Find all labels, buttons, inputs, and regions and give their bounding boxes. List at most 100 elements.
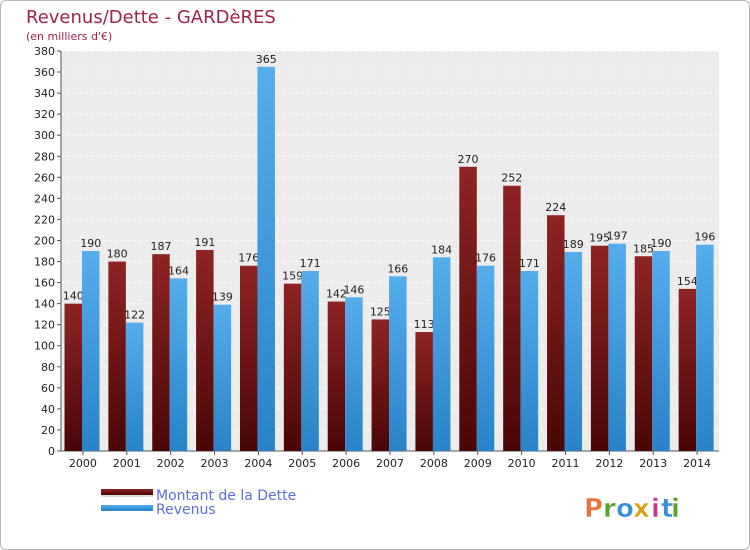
y-tick-label: 160 <box>34 277 55 290</box>
y-tick-label: 60 <box>41 382 55 395</box>
x-tick-label: 2004 <box>244 457 272 470</box>
bar-dette <box>459 166 477 451</box>
logo-letter: i <box>651 494 660 524</box>
data-label: 113 <box>414 318 435 331</box>
data-label: 195 <box>589 232 610 245</box>
bar-dette <box>196 249 214 451</box>
y-tick-label: 20 <box>41 424 55 437</box>
data-label: 171 <box>300 257 321 270</box>
y-tick-label: 200 <box>34 234 55 247</box>
bar-dette <box>678 288 697 451</box>
y-tick-label: 320 <box>34 108 55 121</box>
x-tick-label: 2000 <box>69 457 97 470</box>
data-label: 197 <box>607 230 628 243</box>
data-label: 176 <box>238 252 259 265</box>
bar-dette <box>327 301 346 451</box>
data-label: 190 <box>651 237 672 250</box>
data-label: 187 <box>150 240 171 253</box>
y-tick-label: 340 <box>34 87 55 100</box>
y-tick-label: 300 <box>34 129 55 142</box>
data-label: 196 <box>694 231 715 244</box>
plot-area: 0 20 40 60 80 100 120 140 160 180 200 220 240 260 280 3… <box>34 45 719 470</box>
bar-dette <box>152 254 170 451</box>
x-tick-label: 2005 <box>288 457 316 470</box>
data-label: 122 <box>124 309 145 322</box>
data-label: 171 <box>519 257 540 270</box>
bar-dette <box>108 261 126 451</box>
bar-revenus <box>213 304 232 451</box>
bar-dette <box>415 332 433 451</box>
bar-revenus <box>257 66 275 451</box>
bar-revenus <box>652 251 670 451</box>
data-label: 164 <box>168 264 189 277</box>
data-label: 224 <box>545 201 566 214</box>
data-label: 159 <box>282 270 303 283</box>
bar-dette <box>64 303 82 451</box>
bar-dette <box>634 256 653 451</box>
data-label: 185 <box>633 242 654 255</box>
bar-revenus <box>520 271 539 451</box>
y-tick-label: 260 <box>34 171 55 184</box>
data-label: 189 <box>563 238 584 251</box>
bar-dette <box>547 215 565 451</box>
data-label: 191 <box>194 236 215 249</box>
bar-dette <box>239 265 258 451</box>
chart-title: Revenus/Dette - GARDèRES <box>26 7 276 28</box>
logo-letter: t <box>661 494 673 524</box>
y-tick-label: 360 <box>34 66 55 79</box>
bar-revenus <box>345 297 363 451</box>
bar-dette <box>283 283 302 451</box>
data-label: 270 <box>458 153 479 166</box>
x-tick-label: 2011 <box>551 457 579 470</box>
logo-letter: o <box>616 494 634 524</box>
y-tick-label: 140 <box>34 298 55 311</box>
x-tick-label: 2010 <box>508 457 536 470</box>
y-tick-label: 40 <box>41 403 55 416</box>
y-tick-label: 0 <box>48 445 55 458</box>
bar-revenus <box>564 252 583 451</box>
logo-letter: i <box>671 494 680 524</box>
bar-dette <box>371 319 390 451</box>
y-tick-label: 240 <box>34 192 55 205</box>
data-label: 252 <box>501 172 522 185</box>
data-label: 139 <box>212 291 233 304</box>
x-tick-label: 2007 <box>376 457 404 470</box>
y-tick-label: 380 <box>34 45 55 58</box>
legend-swatch-dette <box>101 489 153 495</box>
bar-revenus <box>125 322 144 451</box>
y-tick-label: 220 <box>34 213 55 226</box>
y-tick-label: 80 <box>41 361 55 374</box>
legend-label-dette: Montant de la Dette <box>156 488 296 504</box>
bar-dette <box>590 245 609 451</box>
x-tick-label: 2014 <box>683 457 711 470</box>
data-label: 180 <box>107 248 128 261</box>
bar-revenus <box>608 243 626 451</box>
data-label: 154 <box>677 275 698 288</box>
logo-letter: P <box>584 494 603 524</box>
logo-letter: x <box>633 494 650 524</box>
chart-subtitle: (en milliers d'€) <box>26 30 112 43</box>
y-tick-label: 120 <box>34 319 55 332</box>
bar-revenus <box>301 271 319 451</box>
y-tick-label: 180 <box>34 256 55 269</box>
data-label: 166 <box>387 262 408 275</box>
data-label: 125 <box>370 305 391 318</box>
bar-dette <box>503 185 521 451</box>
x-tick-label: 2006 <box>332 457 360 470</box>
x-tick-label: 2008 <box>420 457 448 470</box>
data-label: 190 <box>80 237 101 250</box>
logo-letter: r <box>603 494 616 524</box>
data-label: 146 <box>343 283 364 296</box>
y-tick-label: 100 <box>34 340 55 353</box>
bar-revenus <box>389 276 407 451</box>
bar-revenus <box>432 257 451 451</box>
y-tick-label: 280 <box>34 150 55 163</box>
data-label: 184 <box>431 243 452 256</box>
x-tick-label: 2013 <box>639 457 667 470</box>
x-tick-label: 2002 <box>157 457 185 470</box>
bar-revenus <box>82 251 100 451</box>
legend-label-revenus: Revenus <box>156 502 216 518</box>
x-tick-label: 2012 <box>595 457 623 470</box>
